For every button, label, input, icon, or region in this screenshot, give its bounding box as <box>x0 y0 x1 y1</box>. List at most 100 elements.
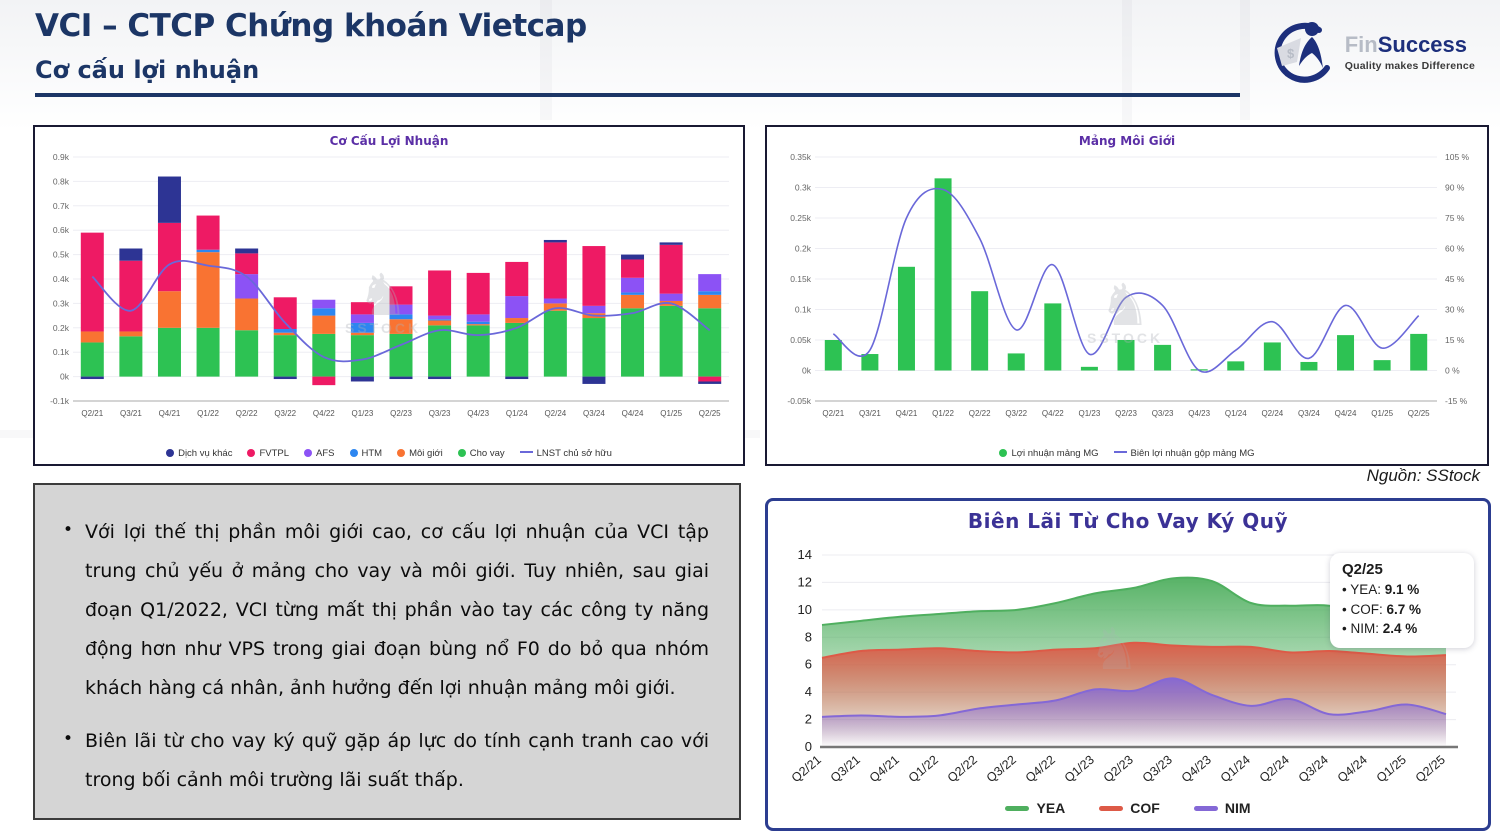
commentary-bullet: Biên lãi từ cho vay ký quỹ gặp áp lực do… <box>59 722 709 800</box>
line-series-swatch <box>519 451 533 453</box>
page-subtitle: Cơ cấu lợi nhuận <box>35 56 260 84</box>
brokerage-title: Mảng Môi Giới <box>1078 134 1176 148</box>
svg-text:Q2/22: Q2/22 <box>969 409 991 418</box>
margin-lending-title: Biên Lãi Từ Cho Vay Ký Quỹ <box>967 509 1289 533</box>
margin-lending-legend: YEA COF NIM <box>768 800 1488 816</box>
svg-text:Q2/23: Q2/23 <box>1115 409 1137 418</box>
commentary-bullets: Với lợi thế thị phần môi giới cao, cơ cấ… <box>59 513 709 800</box>
source-note: Nguồn: SStock <box>1366 466 1480 485</box>
svg-text:60 %: 60 % <box>1445 244 1465 254</box>
brokerage-bars <box>824 178 1428 371</box>
svg-text:Q1/22: Q1/22 <box>932 409 954 418</box>
svg-text:90 %: 90 % <box>1445 183 1465 193</box>
background-decoration <box>0 0 1500 130</box>
svg-text:Q4/23: Q4/23 <box>1179 753 1214 786</box>
svg-text:Q1/23: Q1/23 <box>1062 753 1097 786</box>
svg-text:45 %: 45 % <box>1445 274 1465 284</box>
legend-item: LNST chủ sở hữu <box>519 448 612 459</box>
svg-text:0: 0 <box>805 739 812 754</box>
stacked-bars <box>80 176 722 386</box>
brokerage-legend: Lợi nhuận mảng MG Biên lợi nhuận gộp mảng… <box>767 448 1487 459</box>
svg-text:Q1/23: Q1/23 <box>352 409 374 418</box>
svg-text:Q4/24: Q4/24 <box>622 409 644 418</box>
svg-text:0.15k: 0.15k <box>790 274 812 284</box>
line-series-swatch <box>1113 451 1127 453</box>
page-title: VCI – CTCP Chứng khoán Vietcap <box>35 8 587 44</box>
commentary-box: Với lợi thế thị phần môi giới cao, cơ cấ… <box>33 483 741 820</box>
svg-text:0.2k: 0.2k <box>53 323 70 333</box>
svg-text:Q4/23: Q4/23 <box>1188 409 1210 418</box>
svg-text:Q2/23: Q2/23 <box>1101 753 1136 786</box>
profit-structure-legend: Dịch vụ khác FVTPL AFS HTM Môi giới Cho vay LN… <box>35 448 743 459</box>
profit-structure-title: Cơ Cấu Lợi Nhuận <box>329 134 449 148</box>
series-swatch <box>1099 806 1124 811</box>
series-swatch <box>166 449 175 457</box>
legend-item: Biên lợi nhuận gộp mảng MG <box>1113 448 1255 459</box>
svg-text:Q2/24: Q2/24 <box>1257 753 1292 786</box>
legend-item: COF <box>1099 800 1160 816</box>
svg-text:Q2/21: Q2/21 <box>789 753 824 786</box>
legend-item: FVTPL <box>247 448 289 459</box>
svg-text:Q2/21: Q2/21 <box>822 409 844 418</box>
svg-text:Q3/21: Q3/21 <box>828 753 863 786</box>
svg-text:0.3k: 0.3k <box>795 183 812 193</box>
svg-text:0.2k: 0.2k <box>795 244 812 254</box>
legend-item: YEA <box>1005 800 1065 816</box>
legend-item: Lợi nhuận mảng MG <box>999 448 1099 459</box>
svg-text:Q1/25: Q1/25 <box>660 409 682 418</box>
svg-text:Q3/22: Q3/22 <box>1005 409 1027 418</box>
brand-tagline: Quality makes Difference <box>1344 60 1475 72</box>
svg-text:Q3/23: Q3/23 <box>429 409 451 418</box>
legend-item: AFS <box>304 448 335 459</box>
series-swatch <box>999 449 1008 457</box>
series-swatch <box>1005 806 1030 811</box>
svg-text:Q2/22: Q2/22 <box>945 753 980 786</box>
svg-text:0.7k: 0.7k <box>53 201 70 211</box>
svg-text:0.9k: 0.9k <box>53 152 70 162</box>
svg-text:0.5k: 0.5k <box>53 250 70 260</box>
svg-text:Q4/22: Q4/22 <box>313 409 335 418</box>
svg-text:2: 2 <box>805 712 812 727</box>
svg-text:Q3/22: Q3/22 <box>984 753 1019 786</box>
svg-text:Q1/24: Q1/24 <box>506 409 528 418</box>
svg-text:Q3/24: Q3/24 <box>1296 753 1331 786</box>
svg-text:Q3/24: Q3/24 <box>583 409 605 418</box>
svg-text:Q1/24: Q1/24 <box>1218 753 1253 786</box>
svg-text:Q1/24: Q1/24 <box>1225 409 1247 418</box>
svg-text:Q4/21: Q4/21 <box>159 409 181 418</box>
profit-structure-chart: 0.9k 0.8k 0.7k 0.6k 0.5k 0.4k 0.3k 0.2k 0.1k 0k -0… <box>37 149 741 438</box>
svg-text:Q2/25: Q2/25 <box>699 409 721 418</box>
margin-lending-panel: Biên Lãi Từ Cho Vay Ký Quỹ 14 12 10 8 6 4 2 0 Q2… <box>765 498 1491 831</box>
tooltip-item: • YEA: 9.1 % <box>1342 582 1420 597</box>
svg-text:Q1/25: Q1/25 <box>1371 409 1393 418</box>
svg-text:15 %: 15 % <box>1445 335 1465 345</box>
svg-text:Q2/21: Q2/21 <box>81 409 103 418</box>
svg-text:Q3/21: Q3/21 <box>859 409 881 418</box>
svg-text:0.3k: 0.3k <box>53 298 70 308</box>
svg-text:Q2/23: Q2/23 <box>390 409 412 418</box>
svg-text:0k: 0k <box>802 366 812 376</box>
background-line <box>540 0 552 120</box>
series-swatch <box>397 449 406 457</box>
svg-text:Q2/22: Q2/22 <box>236 409 258 418</box>
svg-text:Q4/22: Q4/22 <box>1042 409 1064 418</box>
svg-text:Q3/21: Q3/21 <box>120 409 142 418</box>
legend-item: Dịch vụ khác <box>166 448 232 459</box>
commentary-bullet: Với lợi thế thị phần môi giới cao, cơ cấ… <box>59 513 709 708</box>
series-swatch <box>304 449 313 457</box>
svg-text:30 %: 30 % <box>1445 305 1465 315</box>
svg-text:Q4/24: Q4/24 <box>1335 753 1370 786</box>
svg-text:Q1/22: Q1/22 <box>906 753 941 786</box>
svg-text:Q3/22: Q3/22 <box>274 409 296 418</box>
tooltip-items: • YEA: 9.1 % • COF: 6.7 % • NIM: 2.4 % <box>1342 580 1460 639</box>
svg-text:Q4/21: Q4/21 <box>867 753 902 786</box>
lnst-line <box>91 260 711 363</box>
legend-item: HTM <box>349 448 382 459</box>
legend-item: Môi giới <box>397 448 443 459</box>
svg-text:Q4/22: Q4/22 <box>1023 753 1058 786</box>
svg-text:0.4k: 0.4k <box>53 274 70 284</box>
tooltip-item: • NIM: 2.4 % <box>1342 621 1418 637</box>
svg-text:Q4/23: Q4/23 <box>467 409 489 418</box>
svg-text:12: 12 <box>798 574 812 589</box>
svg-text:4: 4 <box>805 684 812 699</box>
